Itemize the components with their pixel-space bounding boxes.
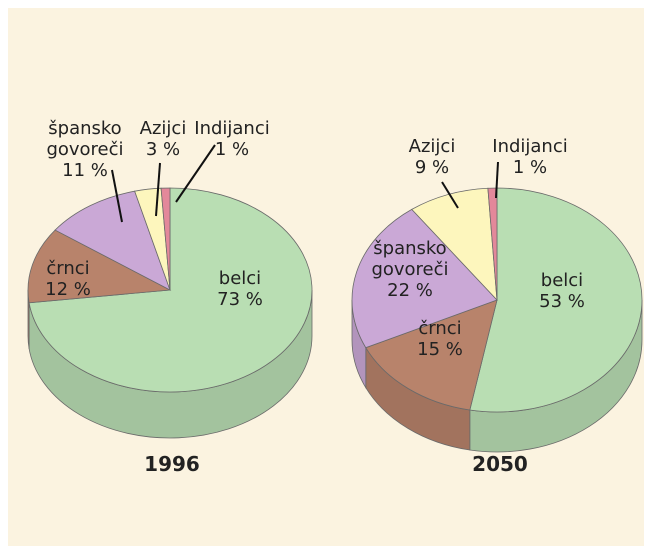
- leader-line: [441, 181, 459, 209]
- category-name: črnci: [46, 258, 90, 279]
- value-label: 53 %: [539, 291, 585, 312]
- slice-label: špansko govoreči 11 %: [40, 118, 130, 181]
- slice-label: Azijci 9 %: [409, 136, 456, 178]
- category-name: belci: [218, 268, 262, 289]
- slice-label: belci 53 %: [539, 270, 585, 312]
- category-name: Azijci: [139, 118, 187, 139]
- value-label: 73 %: [217, 289, 263, 310]
- pie-slice: [411, 187, 498, 302]
- category-name: Azijci: [408, 136, 456, 157]
- slice-label: špansko govoreči 22 %: [365, 238, 455, 301]
- slice-label: Azijci 3 %: [140, 118, 187, 160]
- pie-slice: [27, 229, 172, 304]
- pie-title: 1996: [144, 452, 200, 476]
- category-name: črnci: [418, 318, 462, 339]
- category-name: Indijanci: [194, 118, 270, 139]
- pie-slice: [351, 208, 498, 349]
- pie-slice: [160, 187, 171, 291]
- slice-label: črnci 12 %: [45, 258, 91, 300]
- value-label: 1 %: [214, 139, 250, 160]
- slice-label: Indijanci 1 %: [492, 136, 567, 178]
- category-name: Indijanci: [492, 136, 568, 157]
- value-label: 9 %: [414, 157, 450, 178]
- slice-label: Indijanci 1 %: [194, 118, 269, 160]
- pie-title: 2050: [472, 452, 528, 476]
- category-name: belci: [540, 270, 584, 291]
- slice-label: črnci 15 %: [417, 318, 463, 360]
- value-label: 22 %: [387, 280, 433, 301]
- leader-line: [111, 169, 123, 223]
- value-label: 1 %: [512, 157, 548, 178]
- value-label: 12 %: [45, 279, 91, 300]
- leader-line: [155, 162, 161, 217]
- pie-slice: [365, 299, 498, 411]
- category-name: špansko govoreči: [371, 238, 449, 280]
- pie-slice: [54, 190, 171, 291]
- value-label: 11 %: [62, 160, 108, 181]
- value-label: 3 %: [145, 139, 181, 160]
- leader-line: [495, 161, 499, 199]
- category-name: špansko govoreči: [46, 118, 124, 160]
- value-label: 15 %: [417, 339, 463, 360]
- slice-label: belci 73 %: [217, 268, 263, 310]
- pie-slice: [469, 187, 643, 413]
- leader-line: [175, 144, 216, 203]
